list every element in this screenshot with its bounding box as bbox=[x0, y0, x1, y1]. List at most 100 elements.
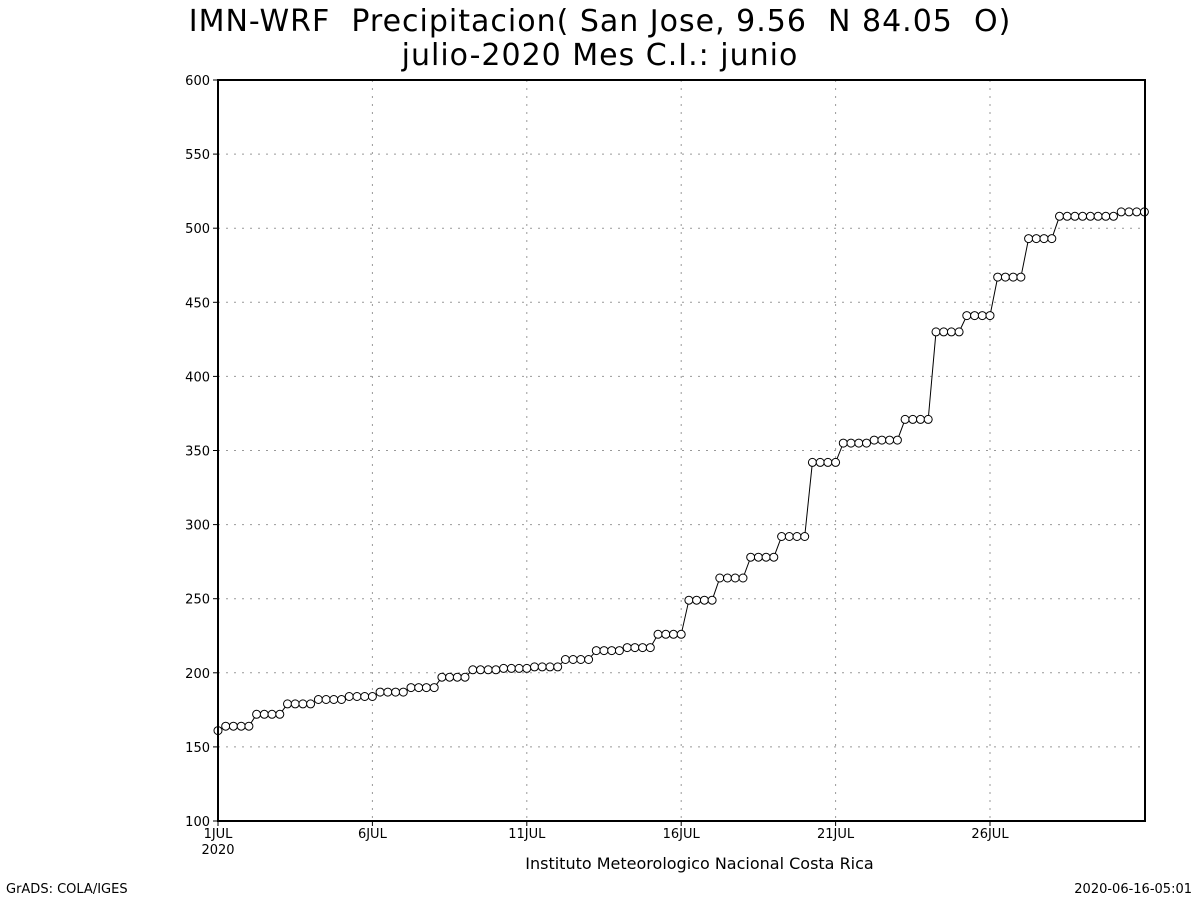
data-point bbox=[877, 435, 887, 445]
axes: 100 150 200 250 300 350 400 450 500 550 600 1JUL202… bbox=[185, 74, 1009, 858]
data-point bbox=[1101, 211, 1111, 221]
data-point bbox=[1124, 207, 1134, 217]
x-tick-sublabel: 2020 bbox=[201, 843, 234, 858]
data-point bbox=[684, 595, 694, 605]
data-point bbox=[1024, 234, 1034, 244]
plot-frame bbox=[217, 79, 1146, 822]
data-point bbox=[321, 695, 331, 704]
data-point bbox=[283, 699, 292, 709]
data-point bbox=[962, 311, 972, 321]
x-tick-label: 21JUL bbox=[817, 827, 855, 842]
data-point bbox=[738, 573, 748, 583]
data-point bbox=[1016, 272, 1026, 282]
data-point bbox=[560, 655, 570, 664]
data-point bbox=[669, 629, 678, 639]
data-point bbox=[1000, 272, 1010, 282]
data-point bbox=[414, 683, 424, 693]
grid-lines bbox=[218, 80, 1145, 821]
data-point bbox=[537, 662, 547, 672]
data-point bbox=[730, 573, 740, 583]
data-point bbox=[900, 414, 910, 424]
data-point bbox=[1070, 211, 1080, 221]
data-point bbox=[530, 662, 539, 672]
data-point bbox=[344, 692, 354, 701]
data-point bbox=[367, 692, 377, 701]
data-point bbox=[391, 687, 401, 697]
data-point bbox=[584, 655, 594, 664]
data-point bbox=[954, 327, 964, 337]
x-axis-label: Instituto Meteorologico Nacional Costa R… bbox=[525, 854, 873, 873]
y-tick-label: 550 bbox=[185, 148, 210, 163]
data-point bbox=[807, 457, 817, 467]
data-point bbox=[1132, 207, 1142, 217]
data-point bbox=[236, 721, 246, 731]
data-point bbox=[298, 699, 308, 709]
data-point bbox=[352, 692, 362, 701]
x-tick-label: 6JUL bbox=[358, 827, 388, 842]
data-point bbox=[1078, 211, 1088, 221]
data-point bbox=[468, 665, 478, 675]
data-point bbox=[815, 457, 825, 467]
data-point bbox=[838, 438, 848, 448]
data-point bbox=[985, 311, 995, 321]
data-point bbox=[885, 435, 895, 445]
data-point bbox=[831, 457, 841, 467]
data-point bbox=[1062, 211, 1072, 221]
y-tick-label: 400 bbox=[185, 370, 210, 385]
footer-credit: GrADS: COLA/IGES bbox=[6, 882, 128, 897]
data-point bbox=[491, 665, 501, 675]
data-point bbox=[699, 595, 709, 605]
y-tick-label: 350 bbox=[185, 445, 210, 460]
data-point bbox=[375, 687, 385, 697]
data-point bbox=[306, 699, 316, 709]
data-point bbox=[753, 552, 763, 562]
y-tick-label: 100 bbox=[185, 815, 210, 830]
data-point bbox=[607, 646, 617, 656]
data-point bbox=[661, 629, 671, 639]
data-point bbox=[784, 532, 794, 541]
data-point bbox=[406, 683, 416, 693]
data-point bbox=[707, 595, 717, 605]
data-point bbox=[267, 709, 277, 719]
data-point bbox=[576, 655, 586, 664]
data-point bbox=[970, 311, 980, 321]
data-point bbox=[1031, 234, 1041, 244]
y-tick-label: 450 bbox=[185, 296, 210, 311]
data-point bbox=[553, 662, 563, 672]
data-point bbox=[792, 532, 802, 541]
data-point bbox=[421, 683, 431, 693]
data-point bbox=[923, 414, 933, 424]
data-point bbox=[445, 672, 455, 682]
x-tick-label: 11JUL bbox=[508, 827, 546, 842]
data-point bbox=[823, 457, 833, 467]
data-point bbox=[221, 721, 231, 731]
y-tick-label: 150 bbox=[185, 741, 210, 756]
data-point bbox=[599, 646, 609, 656]
data-point bbox=[483, 665, 493, 675]
data-point bbox=[228, 721, 238, 731]
data-point bbox=[1047, 234, 1057, 244]
chart-title: IMN-WRF Precipitacion( San Jose, 9.56 N … bbox=[188, 4, 1012, 39]
data-point bbox=[800, 532, 810, 541]
data-point bbox=[499, 663, 509, 673]
data-point bbox=[290, 699, 300, 709]
y-tick-label: 250 bbox=[185, 593, 210, 608]
data-point bbox=[568, 655, 578, 664]
x-tick-label: 26JUL bbox=[971, 827, 1009, 842]
data-point bbox=[892, 435, 902, 445]
data-point bbox=[645, 643, 655, 653]
data-point bbox=[723, 573, 732, 583]
data-point bbox=[460, 672, 470, 682]
data-point bbox=[476, 665, 485, 675]
data-point bbox=[429, 683, 439, 693]
data-point bbox=[946, 327, 956, 337]
data-point bbox=[993, 272, 1003, 282]
data-point bbox=[1093, 211, 1103, 221]
y-tick-label: 600 bbox=[185, 74, 210, 89]
data-point bbox=[715, 573, 725, 583]
y-tick-label: 500 bbox=[185, 222, 210, 237]
data-point bbox=[846, 438, 856, 448]
data-point bbox=[1039, 234, 1049, 244]
data-point bbox=[259, 709, 269, 719]
data-point bbox=[514, 663, 524, 673]
